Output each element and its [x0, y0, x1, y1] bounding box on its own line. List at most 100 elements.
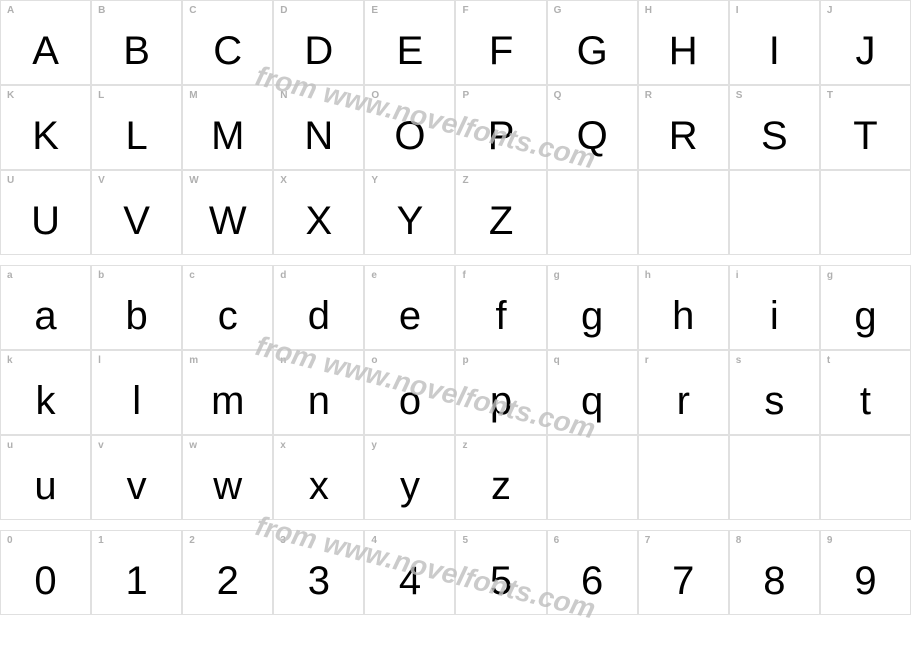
- glyph-cell: ff: [455, 265, 546, 350]
- cell-label: b: [98, 270, 104, 281]
- cell-glyph: B: [123, 29, 150, 74]
- glyph-cell: AA: [0, 0, 91, 85]
- glyph-cell: ll: [91, 350, 182, 435]
- cell-label: x: [280, 440, 286, 451]
- cell-label: m: [189, 355, 198, 366]
- cell-label: I: [736, 5, 739, 16]
- glyph-cell: ss: [729, 350, 820, 435]
- glyph-cell: HH: [638, 0, 729, 85]
- cell-label: g: [554, 270, 560, 281]
- cell-glyph: g: [581, 294, 603, 339]
- cell-label: f: [462, 270, 465, 281]
- glyph-cell: LL: [91, 85, 182, 170]
- cell-label: X: [280, 175, 287, 186]
- glyph-cell: 55: [455, 530, 546, 615]
- glyph-cell: JJ: [820, 0, 911, 85]
- glyph-cell: mm: [182, 350, 273, 435]
- glyph-cell: [547, 435, 638, 520]
- cell-glyph: V: [123, 199, 150, 244]
- glyph-cell: MM: [182, 85, 273, 170]
- cell-label: y: [371, 440, 377, 451]
- cell-label: z: [462, 440, 467, 451]
- cell-glyph: S: [761, 114, 788, 159]
- glyph-cell: FF: [455, 0, 546, 85]
- cell-label: 4: [371, 535, 377, 546]
- cell-label: M: [189, 90, 197, 101]
- cell-glyph: w: [213, 464, 242, 509]
- cell-label: 5: [462, 535, 468, 546]
- cell-label: 9: [827, 535, 833, 546]
- glyph-cell: WW: [182, 170, 273, 255]
- cell-label: g: [827, 270, 833, 281]
- cell-label: W: [189, 175, 198, 186]
- glyph-cell: SS: [729, 85, 820, 170]
- cell-glyph: L: [126, 114, 148, 159]
- cell-glyph: v: [127, 464, 147, 509]
- glyph-cell: OO: [364, 85, 455, 170]
- cell-glyph: J: [855, 29, 875, 74]
- glyph-cell: KK: [0, 85, 91, 170]
- cell-glyph: F: [489, 29, 513, 74]
- cell-label: a: [7, 270, 13, 281]
- cell-label: Z: [462, 175, 468, 186]
- cell-label: q: [554, 355, 560, 366]
- glyph-cell: zz: [455, 435, 546, 520]
- row-spacer: [0, 520, 911, 530]
- cell-label: V: [98, 175, 105, 186]
- cell-glyph: Y: [397, 199, 424, 244]
- glyph-cell: II: [729, 0, 820, 85]
- cell-label: i: [736, 270, 739, 281]
- glyph-row: uuvvwwxxyyzz: [0, 435, 911, 520]
- glyph-cell: UU: [0, 170, 91, 255]
- cell-label: L: [98, 90, 104, 101]
- glyph-cell: 99: [820, 530, 911, 615]
- glyph-cell: hh: [638, 265, 729, 350]
- cell-glyph: l: [132, 379, 141, 424]
- glyph-cell: RR: [638, 85, 729, 170]
- cell-glyph: A: [32, 29, 59, 74]
- cell-label: O: [371, 90, 379, 101]
- cell-label: B: [98, 5, 105, 16]
- cell-label: N: [280, 90, 287, 101]
- glyph-cell: pp: [455, 350, 546, 435]
- glyph-row: kkllmmnnooppqqrrsstt: [0, 350, 911, 435]
- cell-glyph: Q: [577, 114, 608, 159]
- cell-glyph: G: [577, 29, 608, 74]
- cell-glyph: X: [306, 199, 333, 244]
- glyph-cell: CC: [182, 0, 273, 85]
- cell-glyph: t: [860, 379, 871, 424]
- cell-glyph: p: [490, 379, 512, 424]
- cell-glyph: 1: [126, 559, 148, 604]
- cell-label: n: [280, 355, 286, 366]
- cell-glyph: m: [211, 379, 244, 424]
- cell-label: u: [7, 440, 13, 451]
- cell-label: C: [189, 5, 196, 16]
- cell-label: 8: [736, 535, 742, 546]
- cell-glyph: H: [669, 29, 698, 74]
- cell-label: h: [645, 270, 651, 281]
- cell-glyph: u: [34, 464, 56, 509]
- cell-glyph: q: [581, 379, 603, 424]
- cell-label: 3: [280, 535, 286, 546]
- cell-glyph: U: [31, 199, 60, 244]
- glyph-cell: 44: [364, 530, 455, 615]
- cell-glyph: W: [209, 199, 247, 244]
- glyph-row: KKLLMMNNOOPPQQRRSSTT: [0, 85, 911, 170]
- cell-label: J: [827, 5, 833, 16]
- glyph-cell: yy: [364, 435, 455, 520]
- glyph-cell: [547, 170, 638, 255]
- cell-glyph: 6: [581, 559, 603, 604]
- cell-label: 6: [554, 535, 560, 546]
- cell-label: d: [280, 270, 286, 281]
- cell-glyph: T: [853, 114, 877, 159]
- glyph-cell: ww: [182, 435, 273, 520]
- cell-glyph: z: [491, 464, 511, 509]
- cell-label: G: [554, 5, 562, 16]
- cell-label: r: [645, 355, 649, 366]
- glyph-cell: VV: [91, 170, 182, 255]
- glyph-cell: 66: [547, 530, 638, 615]
- glyph-cell: 77: [638, 530, 729, 615]
- cell-glyph: k: [36, 379, 56, 424]
- cell-glyph: R: [669, 114, 698, 159]
- cell-glyph: 7: [672, 559, 694, 604]
